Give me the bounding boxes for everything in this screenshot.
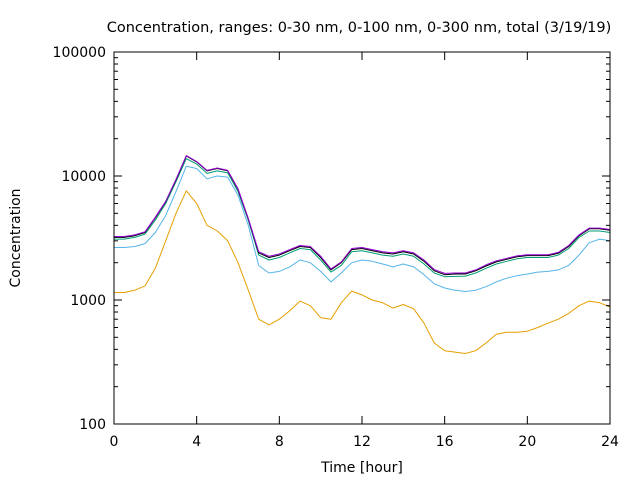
y-tick-label: 10000 xyxy=(61,169,106,185)
y-tick-label: 1000 xyxy=(70,293,106,309)
x-tick-label: 0 xyxy=(110,434,119,450)
x-tick-label: 20 xyxy=(518,434,536,450)
series-line-1 xyxy=(114,165,611,292)
chart-title: Concentration, ranges: 0-30 nm, 0-100 nm… xyxy=(107,20,612,36)
x-axis-label: Time [hour] xyxy=(320,460,403,476)
tick-layer: 0 4 8 12 16 20 24 100 1000 10000 100000 xyxy=(53,45,619,450)
series-line-4 xyxy=(114,155,611,274)
x-tick-label: 8 xyxy=(275,434,284,450)
series-line-0 xyxy=(114,190,611,354)
x-tick-label: 24 xyxy=(601,434,619,450)
x-tick-label: 16 xyxy=(436,434,454,450)
y-tick-label: 100000 xyxy=(53,45,106,61)
y-axis-label: Concentration xyxy=(8,188,24,287)
series-layer xyxy=(114,155,611,354)
series-line-2 xyxy=(114,158,611,278)
y-tick-label: 100 xyxy=(79,417,106,433)
x-tick-label: 12 xyxy=(353,434,371,450)
x-tick-label: 4 xyxy=(192,434,201,450)
